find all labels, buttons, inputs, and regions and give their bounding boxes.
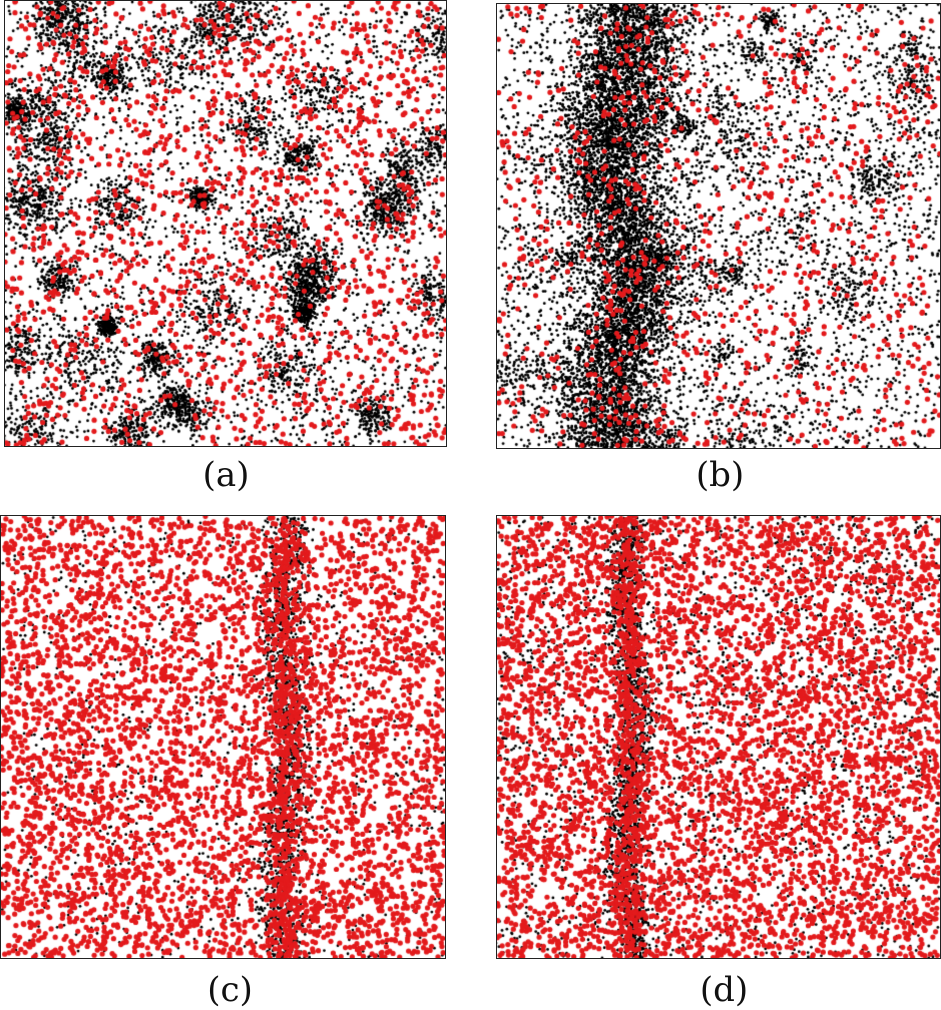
panel-a [4,0,447,447]
caption-d: (d) [699,970,749,1010]
caption-a: (a) [202,455,250,495]
panel-b [496,3,941,449]
caption-c: (c) [207,970,253,1010]
caption-b: (b) [695,455,745,495]
scatter-canvas-d [497,516,940,958]
scatter-canvas-c [1,516,445,958]
scatter-canvas-a [5,1,446,446]
scatter-canvas-b [497,4,940,448]
panel-c [0,515,446,959]
panel-d [496,515,941,959]
